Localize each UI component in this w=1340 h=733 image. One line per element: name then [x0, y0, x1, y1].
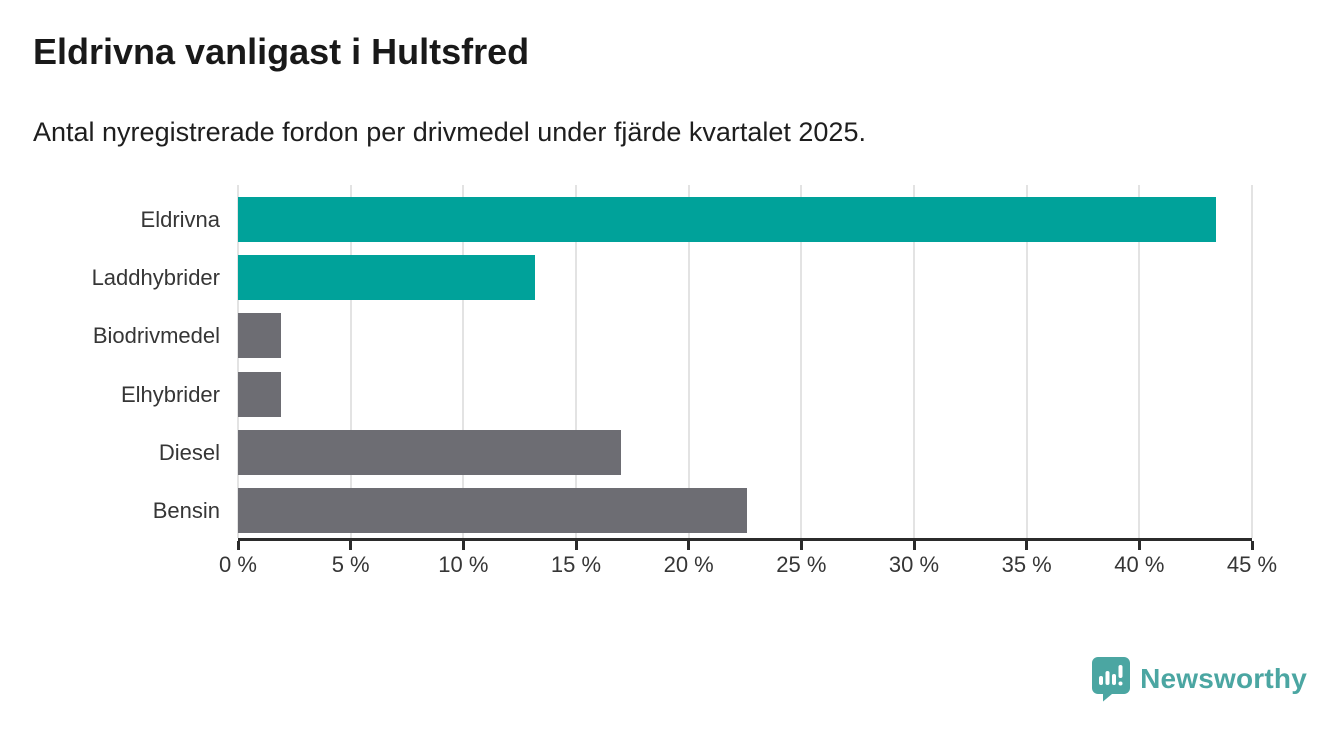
gridline	[1025, 185, 1028, 538]
x-tick-label: 15 %	[550, 552, 602, 577]
x-tick-label: 30 %	[888, 552, 940, 577]
axis-tick	[1250, 541, 1254, 550]
bar-elhybrider	[238, 371, 281, 417]
category-label: Eldrivna	[140, 206, 220, 232]
gridline	[575, 185, 577, 538]
category-label: Elhybrider	[120, 381, 220, 407]
gridline	[1138, 185, 1141, 538]
x-tick-label: 0 %	[219, 552, 257, 577]
gridline	[349, 185, 352, 538]
bar-eldrivna	[238, 196, 1216, 242]
newsworthy-logo-text: Newsworthy	[1140, 663, 1307, 694]
bar-laddhybrider	[238, 254, 536, 300]
newsworthy-logo-icon	[1092, 657, 1131, 702]
x-tick-label: 10 %	[438, 552, 489, 577]
axis-tick	[687, 541, 691, 550]
gridline	[800, 185, 803, 538]
page-title: Eldrivna vanligast i Hultsfred	[33, 31, 530, 72]
x-tick-label: 5 %	[331, 552, 370, 577]
x-axis: 0 % 5 % 10 % 15 % 20 % 25 % 30 % 35 % 40 % 45 %	[219, 541, 1277, 586]
bar-diesel	[238, 429, 622, 475]
gridline	[462, 185, 465, 538]
x-tick-label: 20 %	[663, 552, 714, 577]
bar-biodrivmedel	[238, 313, 281, 359]
axis-tick	[799, 541, 803, 550]
category-label: Laddhybrider	[91, 264, 220, 290]
x-tick-label: 45 %	[1226, 552, 1278, 577]
page-subtitle: Antal nyregistrerade fordon per drivmede…	[33, 117, 866, 147]
axis-tick	[461, 541, 465, 550]
gridline	[1251, 185, 1253, 538]
category-labels: Eldrivna Laddhybrider Biodrivmedel Elhybrid…	[20, 185, 220, 538]
axis-tick	[1025, 541, 1029, 550]
category-label: Bensin	[152, 498, 220, 524]
newsworthy-logo: Newsworthy	[1091, 656, 1307, 702]
bar-bensin	[238, 488, 748, 534]
category-label: Diesel	[158, 439, 220, 465]
axis-tick	[1137, 541, 1141, 550]
x-tick-label: 25 %	[776, 552, 827, 577]
axis-tick	[574, 541, 578, 550]
gridline	[913, 185, 915, 538]
category-label: Biodrivmedel	[92, 323, 220, 349]
x-tick-label: 35 %	[1001, 552, 1052, 577]
axis-tick	[912, 541, 916, 550]
axis-tick	[236, 541, 240, 550]
axis-tick	[349, 541, 353, 550]
gridline	[687, 185, 690, 538]
gridline	[237, 185, 239, 538]
plot-area	[237, 185, 1253, 541]
x-tick-label: 40 %	[1114, 552, 1165, 577]
